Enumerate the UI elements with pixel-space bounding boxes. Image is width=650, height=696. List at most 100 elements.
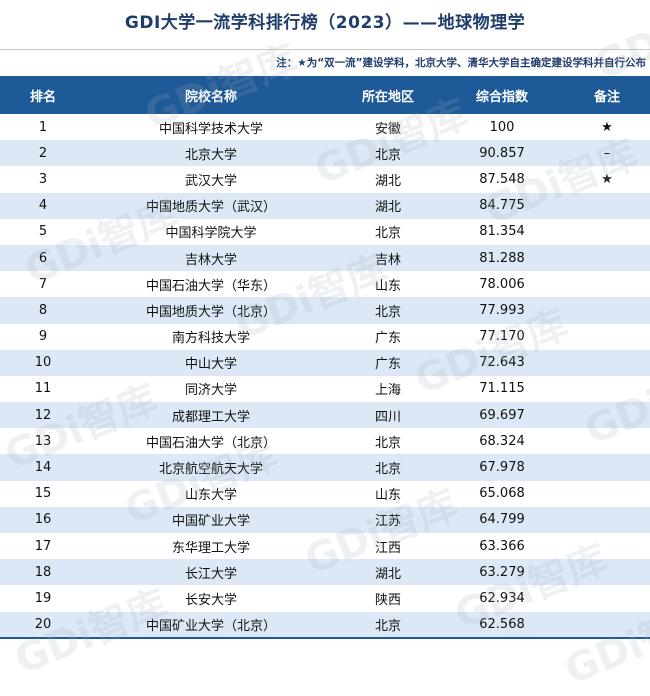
- rank-cell: 11: [34, 381, 52, 397]
- score-cell: 67.978: [479, 460, 525, 476]
- rank-cell: 6: [38, 250, 48, 266]
- table-row: 4 中国地质大学（武汉） 湖北 84.775: [0, 192, 650, 219]
- score-cell: 69.697: [479, 407, 525, 423]
- score-cell: 78.006: [479, 276, 525, 292]
- score-cell: 62.934: [479, 590, 525, 606]
- school-cell: 中国科学院大学: [165, 226, 257, 242]
- school-cell: 长江大学: [184, 566, 237, 582]
- rank-cell: 17: [34, 538, 52, 554]
- score-cell: 68.324: [479, 433, 525, 449]
- ranking-table: 排名 院校名称 所在地区 综合指数 备注 1 中国科学技术大学 安徽 100 ★ 2 北京大…: [0, 76, 650, 639]
- region-cell: 江西: [374, 540, 401, 556]
- table-row: 1 中国科学技术大学 安徽 100 ★: [0, 114, 650, 141]
- table-header-row: 排名 院校名称 所在地区 综合指数 备注: [0, 76, 650, 114]
- school-cell: 长安大学: [184, 592, 237, 608]
- rank-cell: 18: [34, 564, 52, 580]
- school-cell: 山东大学: [184, 488, 237, 504]
- remark-cell: [564, 297, 650, 323]
- rank-cell: 3: [38, 171, 48, 187]
- score-cell: 62.568: [440, 611, 564, 639]
- remark-cell: [564, 245, 650, 271]
- title-divider: [0, 49, 650, 50]
- rank-cell: 1: [38, 119, 48, 135]
- column-header-score: 综合指数: [475, 89, 528, 105]
- rank-cell: 12: [34, 407, 52, 423]
- table-row: 10 中山大学 广东 72.643: [0, 349, 650, 376]
- rank-cell: 8: [38, 302, 48, 318]
- table-row: 2 北京大学 北京 90.857 –: [0, 140, 650, 167]
- rank-cell: 10: [34, 355, 52, 371]
- table-row: 16 中国矿业大学 江苏 64.799: [0, 506, 650, 533]
- score-cell: 87.548: [479, 171, 525, 187]
- rank-cell: 2: [38, 145, 48, 161]
- school-cell: 同济大学: [184, 383, 237, 399]
- remark-cell: [564, 454, 650, 480]
- region-cell: 北京: [374, 304, 401, 320]
- table-row: 3 武汉大学 湖北 87.548 ★: [0, 166, 650, 193]
- score-cell: 100: [489, 119, 515, 135]
- region-cell: 四川: [374, 409, 401, 425]
- region-cell: 北京: [374, 147, 401, 163]
- table-row: 18 长江大学 湖北 63.279: [0, 559, 650, 586]
- school-cell: 东华理工大学: [171, 540, 250, 556]
- region-cell: 江苏: [374, 514, 401, 530]
- school-cell: 中国地质大学（武汉）: [145, 200, 276, 216]
- table-row: 11 同济大学 上海 71.115: [0, 375, 650, 403]
- remark-cell: ★: [601, 171, 613, 187]
- rank-cell: 20: [0, 611, 86, 639]
- table-row: 7 中国石油大学（华东） 山东 78.006: [0, 271, 650, 298]
- region-cell: 北京: [374, 226, 401, 242]
- remark-cell: [564, 193, 650, 219]
- remark-cell: [564, 428, 650, 454]
- region-cell: 湖北: [374, 566, 401, 582]
- remark-cell: [564, 402, 650, 428]
- school-cell: 武汉大学: [184, 173, 237, 189]
- remark-cell: –: [603, 145, 611, 161]
- column-header-school: 院校名称: [184, 89, 237, 105]
- school-cell: 北京大学: [184, 147, 237, 163]
- rank-cell: 5: [38, 224, 48, 240]
- table-row: 17 东华理工大学 江西 63.366: [0, 533, 650, 560]
- region-cell: 广东: [374, 357, 401, 373]
- school-cell: 中国石油大学（华东）: [145, 278, 276, 294]
- table-row: 5 中国科学院大学 北京 81.354: [0, 218, 650, 245]
- school-cell: 北京航空航天大学: [158, 462, 263, 478]
- region-cell: 北京: [336, 611, 440, 639]
- school-cell: 中国矿业大学: [171, 514, 250, 530]
- remark-cell: [564, 219, 650, 245]
- rank-cell: 14: [34, 460, 52, 476]
- score-cell: 77.993: [479, 302, 525, 318]
- table-row: 6 吉林大学 吉林 81.288: [0, 244, 650, 272]
- remark-cell: [564, 611, 650, 639]
- school-cell: 南方科技大学: [171, 331, 250, 347]
- rank-cell: 15: [34, 486, 52, 502]
- region-cell: 山东: [374, 488, 401, 504]
- score-cell: 63.279: [479, 564, 525, 580]
- score-cell: 65.068: [479, 486, 525, 502]
- region-cell: 广东: [374, 331, 401, 347]
- remark-cell: [564, 533, 650, 559]
- school-cell: 成都理工大学: [171, 409, 250, 425]
- rank-cell: 7: [38, 276, 48, 292]
- school-cell: 中国科学技术大学: [158, 121, 263, 137]
- remark-cell: [564, 324, 650, 350]
- school-cell: 中国石油大学（北京）: [145, 435, 276, 451]
- school-cell: 中山大学: [184, 357, 237, 373]
- region-cell: 湖北: [374, 173, 401, 189]
- school-cell: 中国地质大学（北京）: [145, 304, 276, 320]
- column-header-region: 所在地区: [361, 89, 414, 105]
- region-cell: 吉林: [374, 252, 401, 268]
- rank-cell: 4: [38, 198, 48, 214]
- school-cell: 吉林大学: [184, 252, 237, 268]
- table-row: 19 长安大学 陕西 62.934: [0, 585, 650, 612]
- remark-cell: [564, 271, 650, 297]
- rank-cell: 13: [34, 433, 52, 449]
- table-row: 8 中国地质大学（北京） 北京 77.993: [0, 297, 650, 324]
- table-row: 13 中国石油大学（北京） 北京 68.324: [0, 428, 650, 455]
- score-cell: 84.775: [479, 198, 525, 214]
- table-row: 14 北京航空航天大学 北京 67.978: [0, 454, 650, 481]
- score-cell: 63.366: [479, 538, 525, 554]
- score-cell: 81.354: [479, 224, 525, 240]
- rank-cell: 9: [38, 329, 48, 345]
- remark-cell: ★: [601, 119, 613, 135]
